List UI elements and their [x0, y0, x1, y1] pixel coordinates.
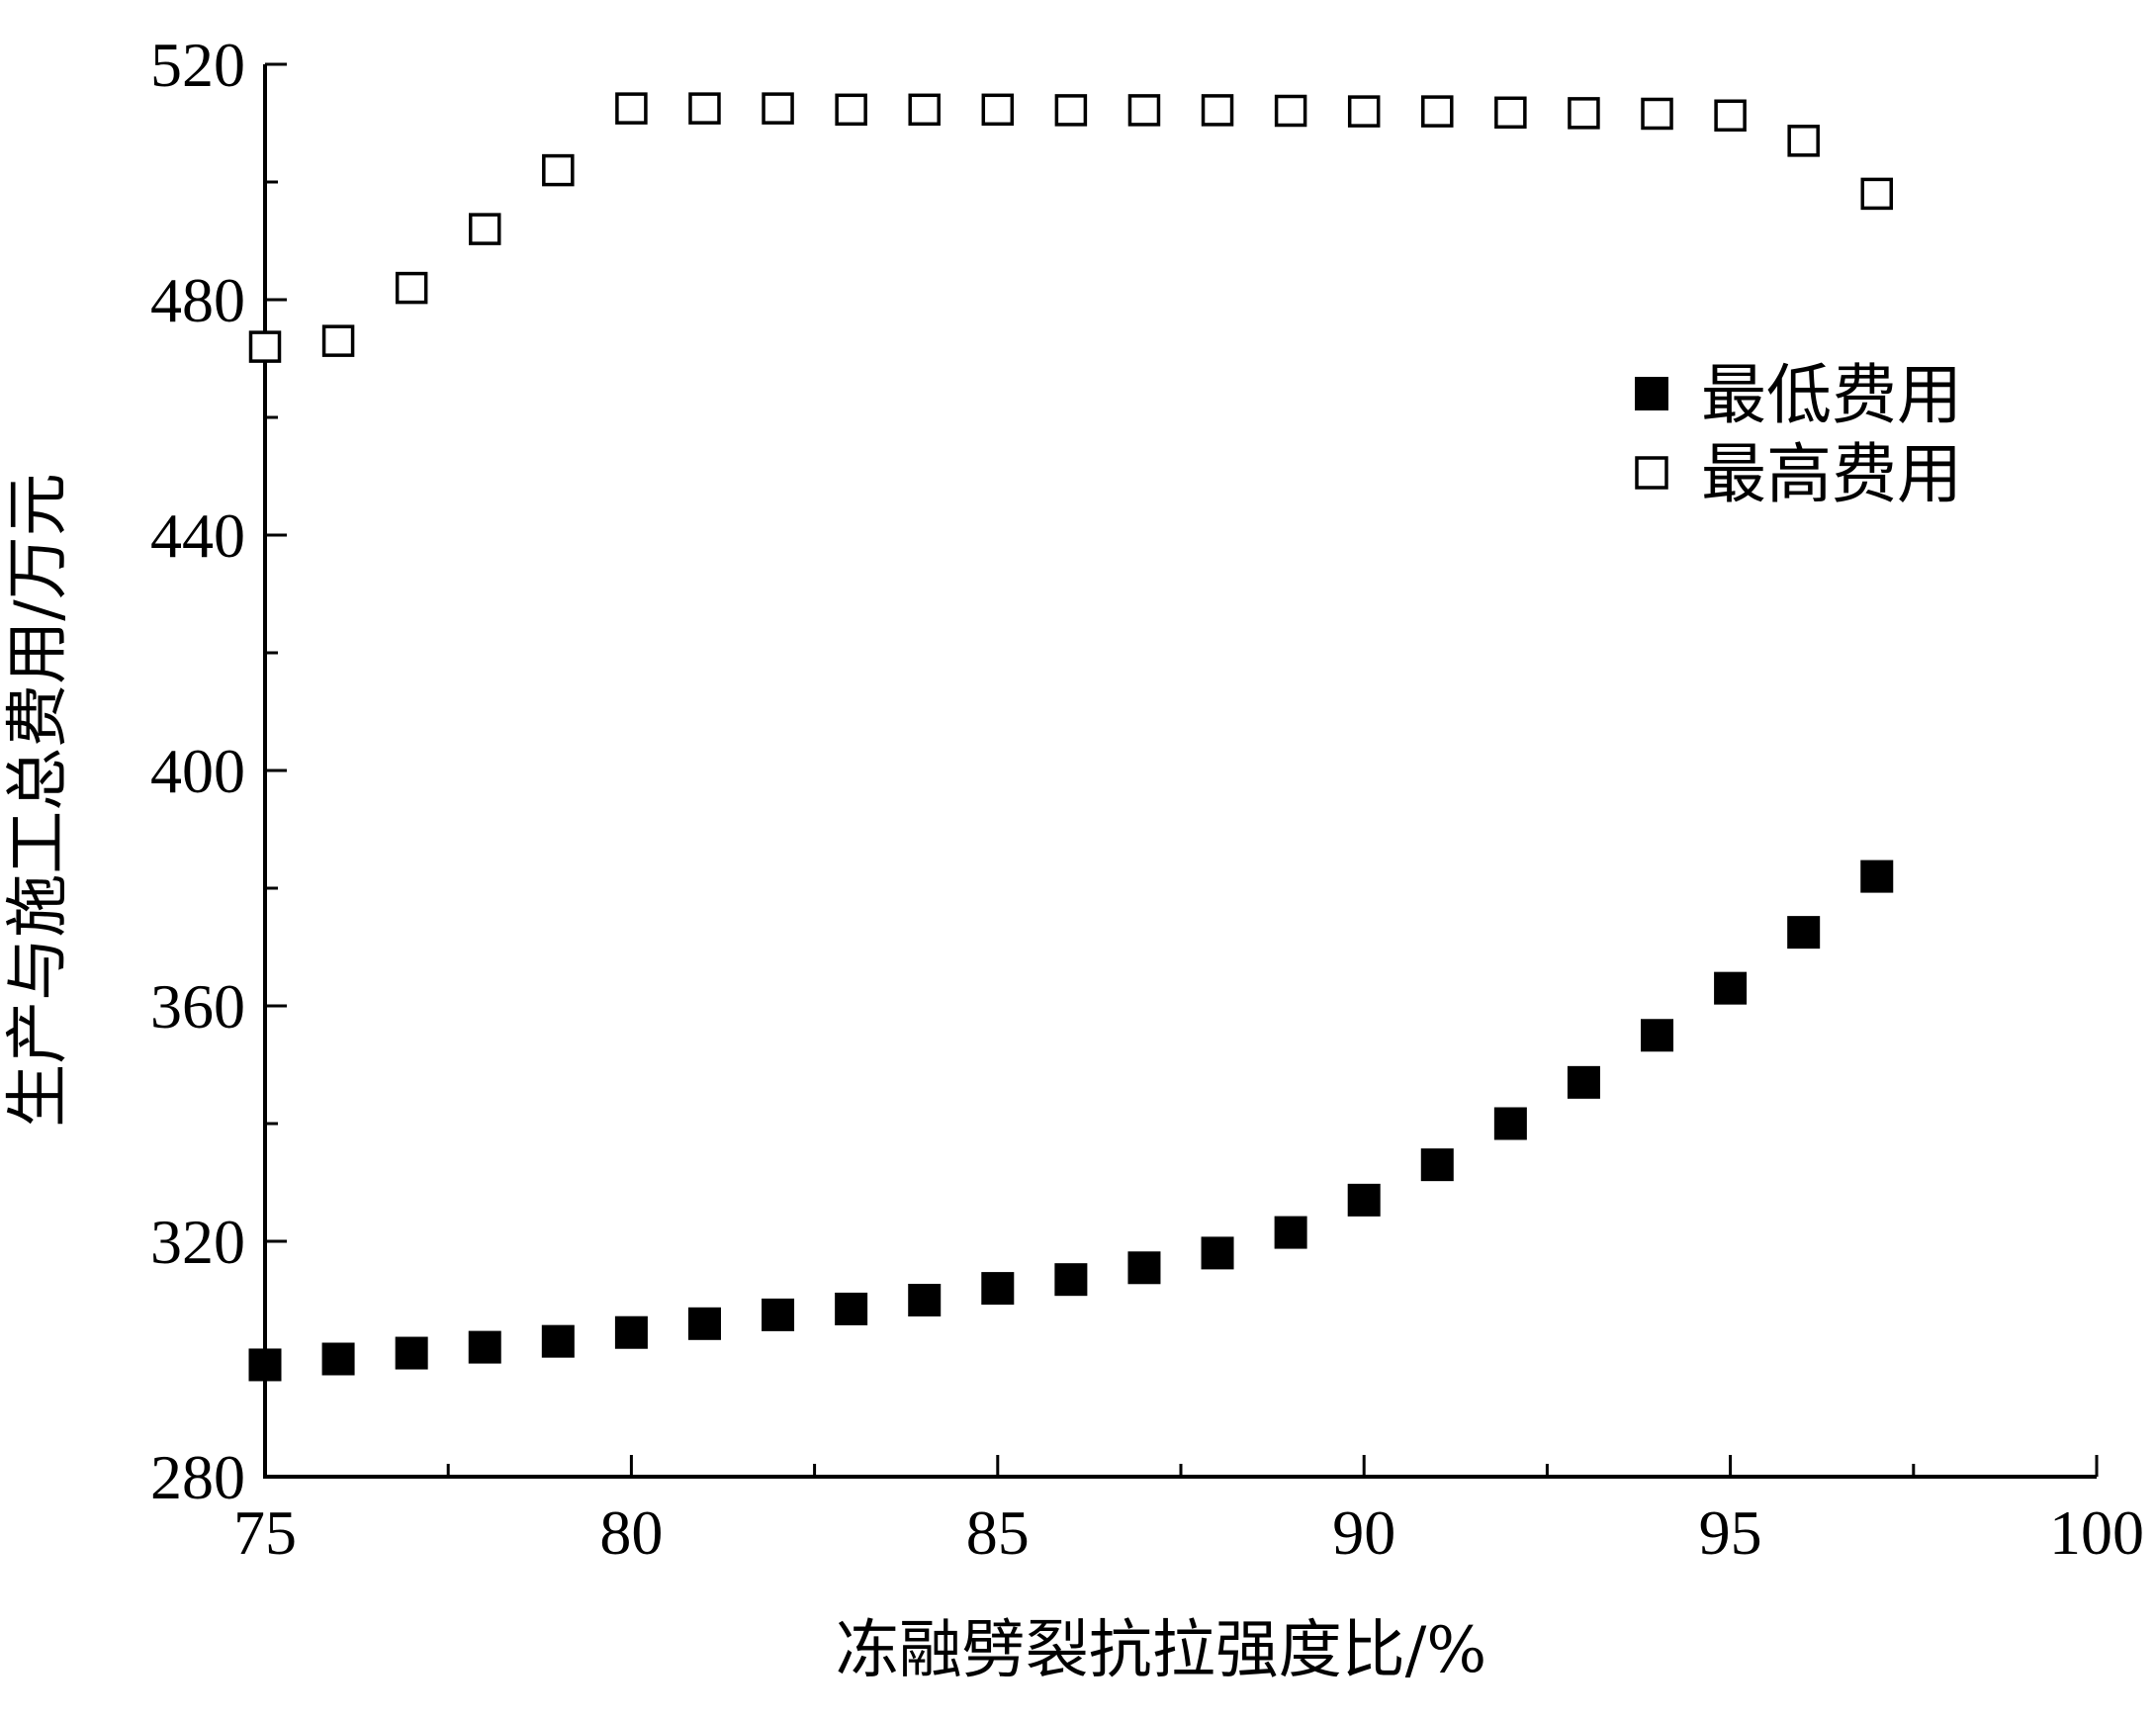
x-tick-label: 75	[233, 1497, 297, 1568]
low-cost-point	[395, 1336, 428, 1370]
x-tick-label: 80	[599, 1497, 663, 1568]
plot-frame	[263, 64, 2097, 1479]
y-tick-label: 360	[150, 971, 245, 1041]
x-tick-label: 90	[1332, 1497, 1395, 1568]
y-tick-label: 320	[150, 1207, 245, 1277]
high-cost-point	[1127, 94, 1161, 127]
high-cost-point	[395, 271, 428, 305]
low-cost-point	[1420, 1148, 1454, 1182]
high-cost-point	[762, 92, 794, 125]
low-cost-point	[1714, 971, 1748, 1005]
legend-label: 最低费用	[1701, 357, 1962, 433]
high-cost-point	[468, 213, 501, 245]
low-cost-point	[1127, 1251, 1161, 1285]
x-tick-label: 95	[1699, 1497, 1762, 1568]
legend-label: 最高费用	[1701, 436, 1962, 512]
high-cost-point	[1787, 125, 1820, 157]
y-tick-label: 280	[150, 1442, 245, 1512]
low-cost-point	[468, 1330, 501, 1364]
low-cost-point	[1567, 1065, 1600, 1099]
low-cost-point	[1860, 860, 1894, 893]
x-tick-label: 100	[2049, 1497, 2144, 1568]
low-cost-point	[614, 1315, 648, 1349]
y-axis-title: 生产与施工总费用/万元	[2, 473, 75, 1128]
high-cost-point	[1201, 94, 1234, 127]
y-tick-label: 480	[150, 265, 245, 335]
low-cost-point	[1493, 1107, 1527, 1140]
low-cost-point	[835, 1292, 868, 1325]
high-cost-point	[1347, 95, 1381, 128]
high-cost-point	[248, 330, 282, 363]
x-tick-label: 85	[966, 1497, 1030, 1568]
high-cost-point	[835, 93, 867, 127]
low-cost-point	[1641, 1019, 1674, 1052]
low-cost-point	[1274, 1216, 1307, 1249]
high-cost-point	[1054, 94, 1088, 127]
high-cost-point	[1714, 99, 1747, 133]
low-cost-point	[1347, 1183, 1381, 1217]
low-cost-point	[908, 1284, 942, 1316]
y-tick-label: 520	[150, 30, 245, 100]
legend-open-square-icon	[1635, 456, 1668, 490]
high-cost-point	[1274, 94, 1307, 128]
high-cost-point	[908, 93, 941, 127]
high-cost-point	[321, 324, 355, 357]
low-cost-point	[981, 1272, 1015, 1306]
low-cost-point	[1201, 1236, 1234, 1270]
data-markers	[248, 92, 1894, 1382]
x-axis-title: 冻融劈裂抗拉强度比/%	[836, 1614, 1486, 1687]
low-cost-point	[541, 1324, 575, 1358]
low-cost-point	[321, 1342, 355, 1376]
high-cost-point	[1494, 96, 1527, 130]
low-cost-point	[1787, 916, 1821, 950]
high-cost-point	[542, 153, 575, 187]
low-cost-point	[762, 1298, 795, 1331]
high-cost-point	[615, 92, 648, 125]
low-cost-point	[687, 1307, 721, 1340]
high-cost-point	[1860, 177, 1894, 211]
low-cost-point	[248, 1348, 282, 1382]
x-axis-ticks: 75 80 85 90 95 100	[233, 1455, 2144, 1568]
high-cost-point	[1641, 97, 1673, 131]
high-cost-point	[1421, 95, 1454, 128]
high-cost-point	[1568, 97, 1600, 130]
low-cost-point	[1054, 1263, 1088, 1297]
y-axis-ticks: 280 320 360 400 440 480 520	[150, 30, 287, 1512]
legend-filled-square-icon	[1635, 377, 1668, 410]
y-tick-label: 440	[150, 500, 245, 571]
high-cost-point	[688, 92, 721, 125]
y-tick-label: 400	[150, 736, 245, 806]
high-cost-point	[981, 93, 1015, 127]
